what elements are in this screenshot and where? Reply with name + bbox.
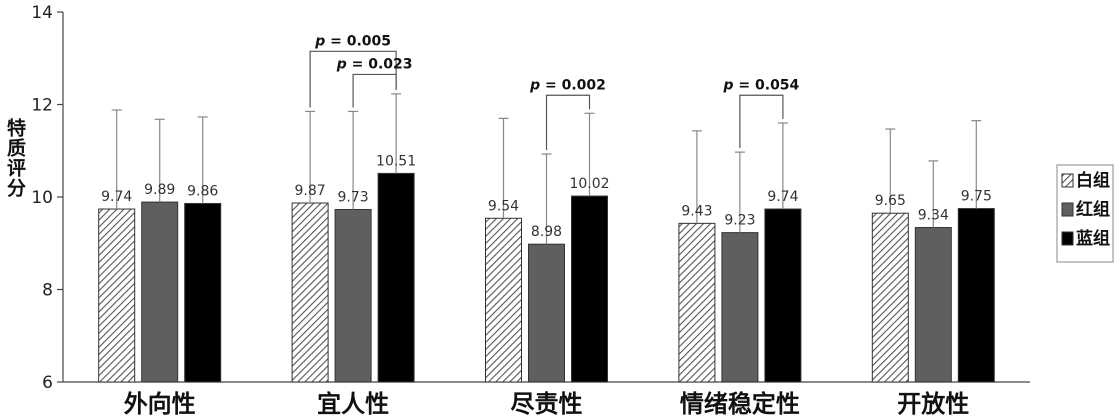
category-labels: 外向性 宜人性 尽责性 情绪稳定性 开放性 (124, 390, 970, 416)
significance-annotations: p = 0.005 p = 0.023 p = 0.002 p = 0.054 (309, 33, 800, 150)
bar (957, 208, 995, 383)
data-label: 9.73 (338, 189, 369, 205)
bar (98, 208, 136, 383)
data-label: 9.23 (724, 213, 755, 229)
data-label: 9.34 (918, 208, 949, 224)
bar (485, 217, 522, 383)
legend-swatch (1061, 173, 1074, 188)
axes: 6 8 10 12 14 特质评分 (4, 3, 1030, 393)
legend-label: 蓝组 (1076, 228, 1110, 249)
bar (678, 222, 716, 383)
data-label: 8.98 (531, 224, 562, 240)
y-tick-label: 6 (42, 373, 53, 393)
significance-bracket (352, 73, 397, 108)
bars (98, 172, 995, 383)
data-label: 9.65 (875, 193, 906, 209)
data-label: 9.75 (961, 189, 992, 205)
bar (377, 172, 415, 383)
category-label: 尽责性 (511, 390, 583, 416)
data-labels: 9.74 9.87 9.54 9.43 9.65 9.89 9.73 8.98 9.23 9.34… (101, 153, 992, 240)
bar (291, 202, 329, 383)
bar (914, 227, 952, 383)
bar (141, 201, 179, 383)
category-label: 外向性 (124, 390, 196, 416)
y-tick-label: 14 (31, 3, 53, 23)
bar (334, 208, 372, 383)
data-label: 9.86 (187, 183, 218, 199)
y-tick-label: 10 (31, 188, 53, 208)
p-value-label: p = 0.054 (723, 77, 800, 93)
data-label: 10.02 (569, 176, 609, 192)
bar (571, 195, 608, 383)
error-bars (111, 93, 982, 245)
data-label: 9.74 (767, 189, 798, 205)
p-value-label: p = 0.023 (336, 56, 413, 72)
p-value-label: p = 0.005 (314, 33, 391, 49)
category-label: 宜人性 (317, 390, 389, 416)
legend-swatch (1061, 231, 1074, 246)
significance-bracket (545, 94, 591, 150)
data-label: 10.51 (376, 153, 416, 169)
bar (871, 212, 909, 383)
category-label: 情绪稳定性 (680, 390, 800, 416)
data-label: 9.74 (101, 189, 132, 205)
bar (528, 243, 565, 383)
legend-label: 白组 (1076, 170, 1110, 191)
bar (764, 208, 802, 383)
significance-bracket (309, 50, 397, 108)
y-axis-label: 特质评分 (4, 118, 26, 198)
data-label: 9.89 (144, 182, 175, 198)
data-label: 9.87 (295, 183, 326, 199)
y-tick-label: 8 (42, 281, 53, 301)
bar (721, 232, 759, 383)
p-value-label: p = 0.002 (529, 77, 606, 93)
category-label: 开放性 (897, 390, 969, 416)
y-tick-label: 12 (31, 96, 53, 116)
legend-label: 红组 (1076, 199, 1110, 220)
significance-bracket (739, 94, 784, 149)
data-label: 9.54 (488, 198, 519, 214)
legend-swatch (1061, 202, 1074, 217)
bar (184, 202, 222, 383)
data-label: 9.43 (681, 203, 712, 219)
